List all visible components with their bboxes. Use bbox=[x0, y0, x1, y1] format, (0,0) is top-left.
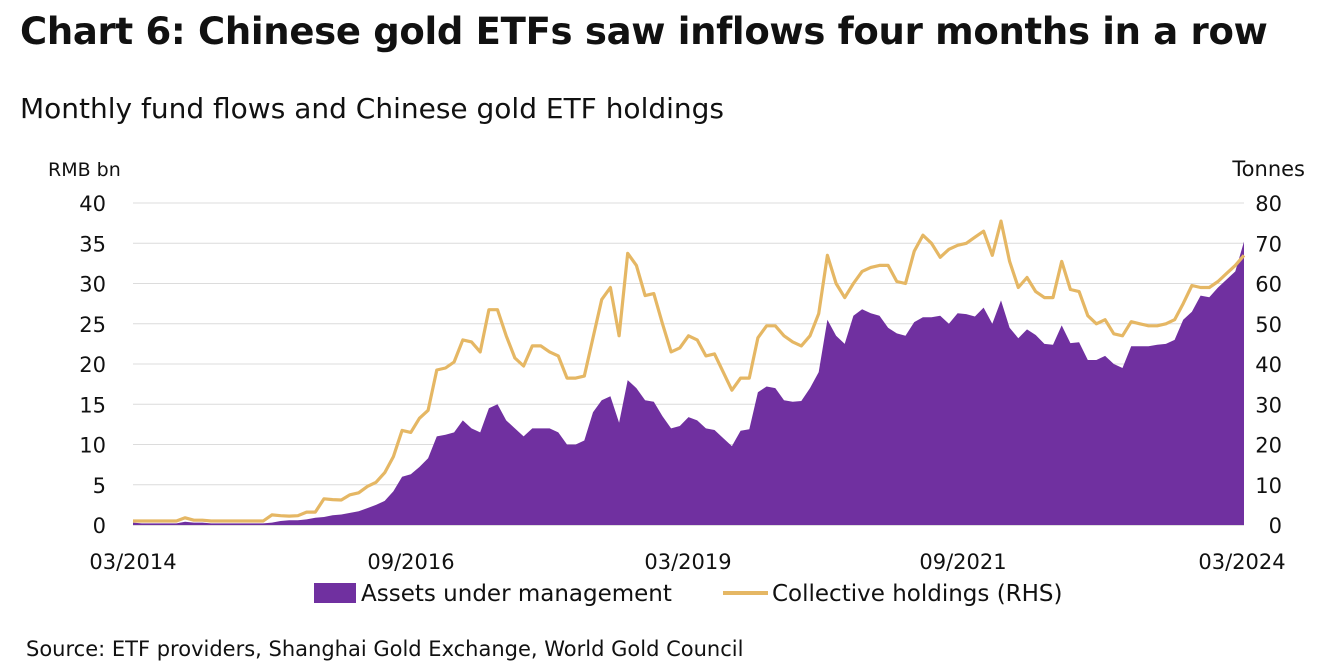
left-tick-label: 20 bbox=[79, 353, 106, 377]
chart-title: Chart 6: Chinese gold ETFs saw inflows f… bbox=[20, 10, 1268, 53]
etf-chart: 0 5 10 15 20 25 30 35 40 0 10 20 30 40 50 60 70 80 03/20… bbox=[48, 157, 1305, 607]
chart-subtitle: Monthly fund flows and Chinese gold ETF … bbox=[20, 92, 725, 125]
left-tick-label: 15 bbox=[79, 393, 106, 417]
left-axis-ticks: 0 5 10 15 20 25 30 35 40 bbox=[79, 192, 106, 538]
left-tick-label: 10 bbox=[79, 434, 106, 458]
right-axis-label: Tonnes bbox=[1231, 157, 1305, 181]
legend-label-holdings: Collective holdings (RHS) bbox=[772, 581, 1063, 607]
right-tick-label: 20 bbox=[1255, 434, 1282, 458]
left-tick-label: 25 bbox=[79, 313, 106, 337]
right-tick-label: 60 bbox=[1255, 273, 1282, 297]
holdings-line-series bbox=[133, 219, 1246, 523]
left-axis-label: RMB bn bbox=[48, 159, 121, 181]
x-tick-label: 03/2014 bbox=[89, 550, 176, 574]
left-tick-label: 30 bbox=[79, 273, 106, 297]
gridlines bbox=[133, 202, 1244, 526]
x-tick-label: 03/2019 bbox=[644, 550, 731, 574]
left-tick-label: 0 bbox=[93, 514, 106, 538]
x-tick-label: 03/2024 bbox=[1198, 550, 1285, 574]
left-tick-label: 35 bbox=[79, 232, 106, 256]
right-tick-label: 0 bbox=[1269, 514, 1282, 538]
right-tick-label: 70 bbox=[1255, 232, 1282, 256]
right-tick-label: 40 bbox=[1255, 353, 1282, 377]
right-tick-label: 80 bbox=[1255, 192, 1282, 216]
right-tick-label: 30 bbox=[1255, 393, 1282, 417]
legend-label-aum: Assets under management bbox=[361, 581, 672, 607]
x-tick-label: 09/2016 bbox=[367, 550, 454, 574]
legend: Assets under management Collective holdi… bbox=[314, 581, 1063, 607]
x-tick-label: 09/2021 bbox=[919, 550, 1006, 574]
right-tick-label: 10 bbox=[1255, 474, 1282, 498]
right-tick-label: 50 bbox=[1255, 313, 1282, 337]
aum-area-series bbox=[133, 241, 1244, 525]
legend-swatch-aum bbox=[314, 583, 356, 603]
source-note: Source: ETF providers, Shanghai Gold Exc… bbox=[26, 637, 744, 661]
right-axis-ticks: 0 10 20 30 40 50 60 70 80 bbox=[1255, 192, 1282, 538]
left-tick-label: 40 bbox=[79, 192, 106, 216]
left-tick-label: 5 bbox=[93, 474, 106, 498]
x-axis-ticks: 03/2014 09/2016 03/2019 09/2021 03/2024 bbox=[89, 550, 1285, 574]
